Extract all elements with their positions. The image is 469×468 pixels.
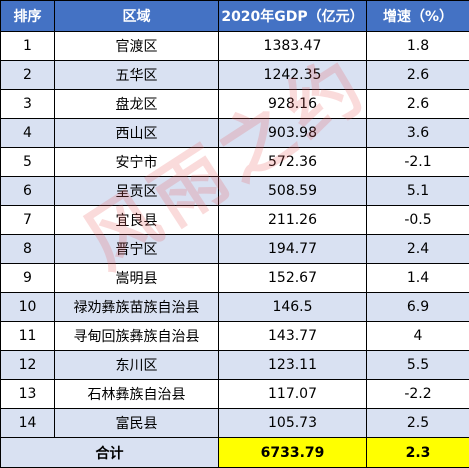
growth-cell: -2.1 [367,148,469,177]
gdp-cell: 146.5 [219,293,367,322]
gdp-cell: 152.67 [219,264,367,293]
table-row: 11 寻甸回族彝族自治县 143.77 4 [1,322,469,351]
region-cell: 五华区 [55,61,219,90]
table-row: 9 嵩明县 152.67 1.4 [1,264,469,293]
growth-cell: 1.4 [367,264,469,293]
rank-cell: 6 [1,177,55,206]
growth-cell: 5.5 [367,351,469,380]
table-row: 5 安宁市 572.36 -2.1 [1,148,469,177]
gdp-cell: 928.16 [219,90,367,119]
rank-cell: 11 [1,322,55,351]
region-cell: 官渡区 [55,32,219,61]
rank-cell: 10 [1,293,55,322]
table-row: 10 禄劝彝族苗族自治县 146.5 6.9 [1,293,469,322]
growth-cell: 2.6 [367,61,469,90]
header-row: 排序 区域 2020年GDP（亿元） 增速（%） [1,1,469,32]
growth-cell: -2.2 [367,380,469,409]
table-row: 3 盘龙区 928.16 2.6 [1,90,469,119]
growth-cell: -0.5 [367,206,469,235]
region-cell: 呈贡区 [55,177,219,206]
rank-cell: 3 [1,90,55,119]
header-rank: 排序 [1,1,55,32]
table-row: 13 石林彝族自治县 117.07 -2.2 [1,380,469,409]
table-row: 12 东川区 123.11 5.5 [1,351,469,380]
growth-cell: 2.4 [367,235,469,264]
region-cell: 寻甸回族彝族自治县 [55,322,219,351]
gdp-cell: 1242.35 [219,61,367,90]
total-growth: 2.3 [367,438,469,468]
growth-cell: 2.5 [367,409,469,438]
gdp-cell: 572.36 [219,148,367,177]
gdp-cell: 117.07 [219,380,367,409]
gdp-cell: 211.26 [219,206,367,235]
rank-cell: 12 [1,351,55,380]
total-row: 合计 6733.79 2.3 [1,438,469,468]
region-cell: 禄劝彝族苗族自治县 [55,293,219,322]
rank-cell: 4 [1,119,55,148]
growth-cell: 1.8 [367,32,469,61]
region-cell: 盘龙区 [55,90,219,119]
table-row: 8 晋宁区 194.77 2.4 [1,235,469,264]
gdp-cell: 903.98 [219,119,367,148]
region-cell: 石林彝族自治县 [55,380,219,409]
growth-cell: 5.1 [367,177,469,206]
gdp-cell: 105.73 [219,409,367,438]
rank-cell: 7 [1,206,55,235]
rank-cell: 9 [1,264,55,293]
region-cell: 宜良县 [55,206,219,235]
gdp-cell: 123.11 [219,351,367,380]
table-row: 14 富民县 105.73 2.5 [1,409,469,438]
rank-cell: 2 [1,61,55,90]
region-cell: 西山区 [55,119,219,148]
region-cell: 富民县 [55,409,219,438]
table-row: 4 西山区 903.98 3.6 [1,119,469,148]
growth-cell: 4 [367,322,469,351]
rank-cell: 8 [1,235,55,264]
header-region: 区域 [55,1,219,32]
growth-cell: 2.6 [367,90,469,119]
table-row: 2 五华区 1242.35 2.6 [1,61,469,90]
rank-cell: 14 [1,409,55,438]
rank-cell: 13 [1,380,55,409]
table-row: 7 宜良县 211.26 -0.5 [1,206,469,235]
table-row: 1 官渡区 1383.47 1.8 [1,32,469,61]
region-cell: 东川区 [55,351,219,380]
rank-cell: 1 [1,32,55,61]
rank-cell: 5 [1,148,55,177]
growth-cell: 3.6 [367,119,469,148]
header-growth: 增速（%） [367,1,469,32]
header-gdp: 2020年GDP（亿元） [219,1,367,32]
total-gdp: 6733.79 [219,438,367,468]
gdp-cell: 143.77 [219,322,367,351]
growth-cell: 6.9 [367,293,469,322]
gdp-cell: 508.59 [219,177,367,206]
region-cell: 晋宁区 [55,235,219,264]
region-cell: 嵩明县 [55,264,219,293]
table-row: 6 呈贡区 508.59 5.1 [1,177,469,206]
total-label: 合计 [1,438,219,468]
gdp-cell: 1383.47 [219,32,367,61]
gdp-cell: 194.77 [219,235,367,264]
region-cell: 安宁市 [55,148,219,177]
